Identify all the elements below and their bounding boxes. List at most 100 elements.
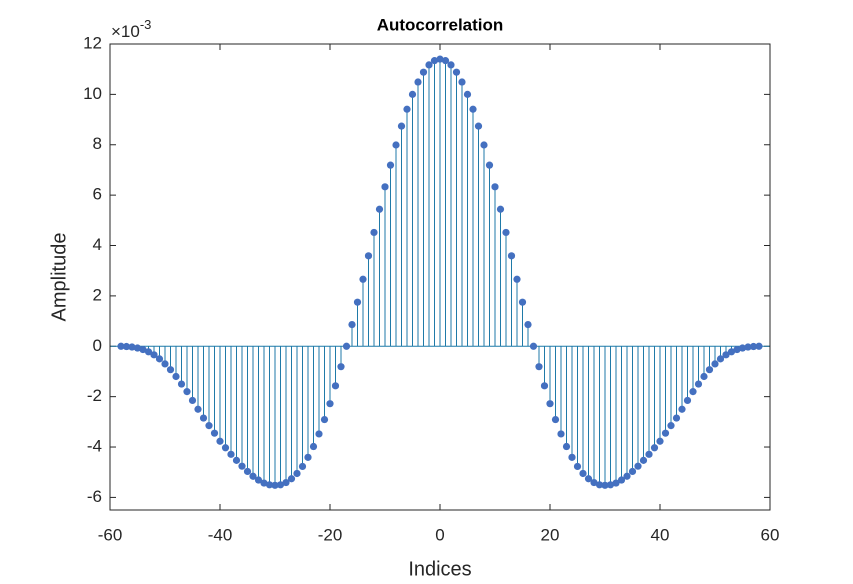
y-tick-label: 6 [93,185,102,204]
stem-marker [579,469,587,478]
multiplier-exponent: -3 [140,17,152,32]
stem-marker [551,415,560,424]
stem-marker [161,360,169,368]
x-tick-label: 0 [435,525,444,544]
stem-marker [386,161,395,169]
stem-marker [507,252,516,260]
stem-marker [320,415,329,424]
stem-marker [315,430,323,438]
stem-marker [645,450,653,458]
stem-marker [177,380,186,388]
y-tick-label: 12 [83,33,102,52]
x-tick-label: 40 [651,525,670,544]
stem-marker [210,429,219,437]
stem-marker [716,355,725,363]
stem-marker [128,343,136,351]
stem-marker [249,472,257,480]
stem-marker [590,478,598,487]
stem-marker [584,475,593,483]
stem-marker [353,298,362,306]
stem-marker [337,363,345,371]
stem-marker [194,405,202,413]
y-tick-label: -4 [87,437,102,456]
stem-marker [243,467,252,476]
stem-marker [397,122,406,130]
y-tick-label: 10 [83,84,102,103]
stem-marker [733,345,741,354]
stem-marker [287,475,296,483]
stem-marker [617,476,626,484]
stem-marker [331,382,340,390]
y-axis-label: Amplitude [48,233,70,322]
stem-marker [254,476,263,484]
stem-marker [364,252,373,260]
stem-marker [436,55,444,63]
stem-marker [568,453,576,461]
stem-marker [133,344,142,352]
stem-marker [370,228,378,237]
stem-marker [518,298,527,306]
stem-marker [298,462,307,471]
stem-marker [172,372,180,381]
stem-marker [601,481,609,489]
stem-marker [678,405,686,413]
stem-marker [628,467,637,476]
multiplier-base: ×10 [111,22,140,41]
stem-marker [150,351,158,359]
stem-marker [122,342,131,351]
stem-marker [463,90,472,98]
stem-marker [738,344,747,352]
stem-marker [557,430,565,438]
stem-marker [293,469,301,478]
y-tick-label: 0 [93,336,102,355]
stem-marker [304,453,312,461]
stem-marker [650,444,659,452]
stem-marker [238,462,246,470]
stem-marker [634,462,642,470]
stem-marker [705,366,714,374]
stem-marker [155,355,164,363]
stem-marker [546,400,554,408]
stem-marker [199,414,208,422]
stem-marker [265,481,274,489]
stem-marker [430,57,439,65]
stem-marker [419,68,428,76]
stem-marker [139,345,147,354]
stem-marker [727,348,736,356]
stem-marker [755,342,763,350]
stem-marker [441,57,450,65]
stem-marker [502,228,510,237]
x-tick-label: -40 [208,525,233,544]
stem-marker [513,275,521,283]
stem-marker [672,414,681,422]
stem-marker [700,372,708,381]
stem-marker [480,141,488,149]
stem-marker [612,479,620,487]
stem-marker [117,342,125,350]
x-tick-label: 60 [761,525,780,544]
stem-marker [689,388,697,396]
stem-marker [749,342,758,351]
stem-marker [326,400,334,408]
stem-marker [595,481,604,489]
stem-marker [491,183,499,191]
y-tick-label: 4 [93,235,102,254]
stem-marker [623,472,631,480]
stem-marker [359,275,367,283]
stem-marker [414,78,422,86]
stem-marker [744,343,752,351]
stem-marker [683,396,692,405]
stem-marker [271,481,279,489]
stem-marker [216,437,224,445]
stem-marker [392,141,400,149]
stem-marker [469,105,477,113]
stem-marker [221,444,230,452]
stem-marker [188,396,197,405]
stem-marker [276,481,285,489]
stem-marker [524,321,532,329]
stem-marker [375,205,384,213]
y-multiplier: ×10-3 [111,17,151,41]
stem-marker [452,68,461,76]
chart-title: Autocorrelation [377,15,504,34]
stem-marker [381,183,389,191]
